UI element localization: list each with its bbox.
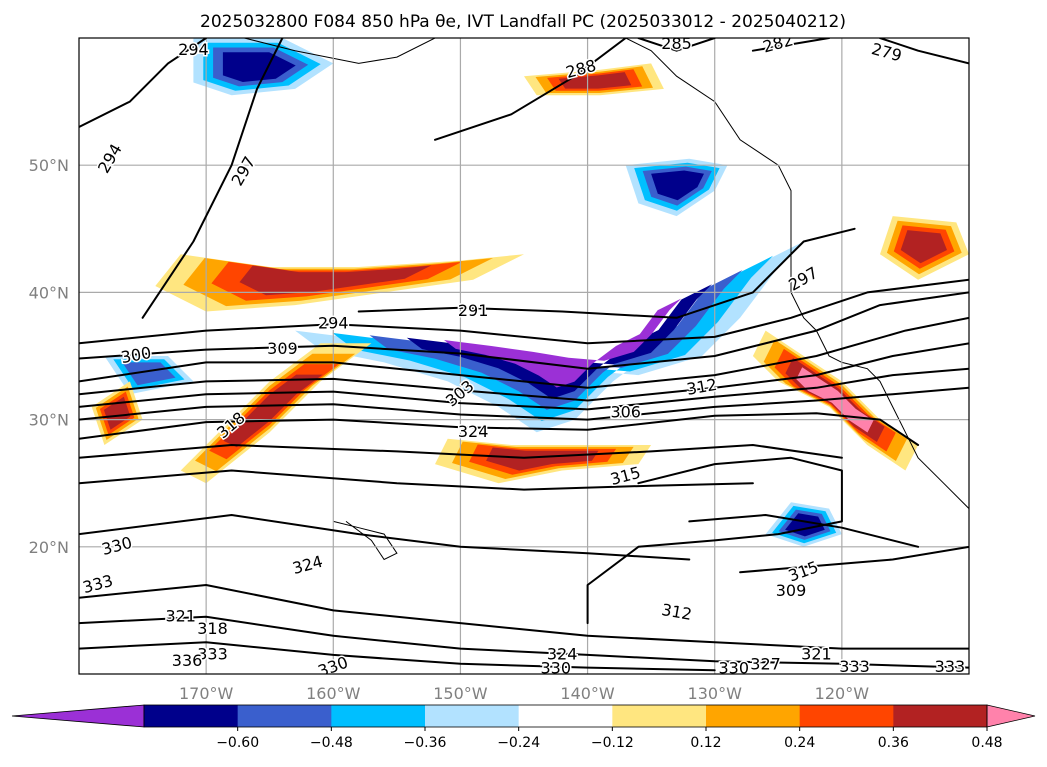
colorbar-tick-label: 0.12 bbox=[690, 735, 721, 751]
pc-area-western-positive-band-40n-level-4 bbox=[239, 265, 432, 296]
latitude-tick-labels: 20°N 30°N 40°N 50°N bbox=[29, 156, 69, 557]
theta-e-contour-300 bbox=[79, 316, 969, 389]
pc-area-bering-positive-patch bbox=[524, 63, 664, 96]
colorbar-swatch bbox=[893, 705, 988, 727]
colorbar-swatch bbox=[331, 705, 426, 727]
theta-e-contour-324 bbox=[79, 514, 691, 561]
theta-e-contour-315 bbox=[739, 545, 969, 574]
lon-tick-label: 150°W bbox=[433, 684, 488, 703]
contour-label: 321 bbox=[165, 606, 196, 625]
coastline-hawaii bbox=[333, 520, 398, 561]
theta-e-contour-309 bbox=[79, 386, 969, 421]
colorbar-extend-max bbox=[986, 704, 1036, 728]
colorbar-swatch bbox=[425, 705, 520, 727]
lon-tick-label: 170°W bbox=[179, 684, 234, 703]
theta-e-contour-312 bbox=[79, 412, 920, 446]
pc-area-western-positive-patch-30n-level-4 bbox=[103, 396, 131, 430]
map-frame bbox=[78, 37, 970, 675]
theta-e-contour-294 bbox=[79, 278, 969, 345]
theta-e-contour-282 bbox=[751, 38, 831, 52]
lon-tick-label: 140°W bbox=[560, 684, 615, 703]
pc-area-west-coast-positive-patch bbox=[880, 216, 969, 280]
colorbar-tick-label: −0.12 bbox=[591, 735, 634, 751]
lon-tick-label: 120°W bbox=[815, 684, 870, 703]
pc-area-central-pacific-negative-band-level-5 bbox=[444, 298, 682, 388]
colorbar-tick-label: −0.60 bbox=[216, 735, 259, 751]
contour-label: 285 bbox=[661, 34, 692, 53]
lat-tick-label: 50°N bbox=[29, 156, 69, 175]
contour-label: 294 bbox=[178, 40, 209, 59]
colorbar-tick-label: 0.48 bbox=[971, 735, 1002, 751]
colorbar-tick-label: −0.48 bbox=[310, 735, 353, 751]
colorbar-tick-label: −0.24 bbox=[497, 735, 540, 751]
lon-tick-label: 160°W bbox=[306, 684, 361, 703]
contour-label: 333 bbox=[197, 644, 228, 663]
pc-area-gulf-alaska-negative-patch bbox=[625, 158, 728, 217]
contour-label: 324 bbox=[547, 644, 578, 663]
contour-label: 333 bbox=[935, 657, 966, 676]
contour-label: 318 bbox=[197, 619, 228, 638]
pc-area-aleutian-negative-patch bbox=[193, 38, 334, 96]
contour-label: 309 bbox=[267, 339, 298, 358]
gridline-layer bbox=[79, 38, 969, 674]
theta-e-contour-303 bbox=[79, 342, 969, 402]
theta-e-contour-330 bbox=[79, 641, 716, 672]
contour-label: 327 bbox=[750, 655, 781, 674]
contour-label: 324 bbox=[458, 422, 489, 441]
theta-e-contour-327 bbox=[79, 615, 969, 669]
colorbar-swatch bbox=[612, 705, 707, 727]
contour-label: 306 bbox=[610, 403, 641, 422]
pc-area-central-positive-streak-25n-level-4 bbox=[486, 447, 599, 471]
contour-label: 291 bbox=[458, 301, 489, 320]
contour-label: 333 bbox=[839, 657, 870, 676]
contour-label: 294 bbox=[318, 314, 349, 333]
pc-area-aleutian-negative-patch-level-4 bbox=[222, 52, 296, 82]
contour-label: 321 bbox=[801, 644, 832, 663]
theta-e-contour-294 bbox=[79, 38, 208, 128]
pc-area-gulf-alaska-negative-patch-level-4 bbox=[651, 170, 704, 201]
colorbar-extend-min bbox=[11, 704, 145, 728]
colorbar-tick-label: −0.36 bbox=[404, 735, 447, 751]
theta-e-contour-291 bbox=[357, 227, 856, 319]
colorbar-tick-label: 0.24 bbox=[784, 735, 815, 751]
theta-e-contour-321 bbox=[79, 584, 969, 650]
contour-label: 330 bbox=[541, 658, 572, 677]
colorbar-swatch bbox=[799, 705, 894, 727]
colorbar: −0.60 −0.48 −0.36 −0.24 −0.12 0.12 0.24 0.36 0.4… bbox=[11, 704, 1036, 751]
theta-e-contour-309 bbox=[688, 514, 920, 548]
lat-tick-label: 30°N bbox=[29, 411, 69, 430]
pc-area-western-positive-band-40n bbox=[155, 254, 525, 312]
theta-e-contour-318 bbox=[79, 469, 754, 491]
contour-label: 336 bbox=[172, 651, 203, 670]
pc-area-central-positive-streak-25n bbox=[435, 438, 652, 484]
pc-area-west-coast-positive-patch-level-4 bbox=[900, 230, 947, 264]
contour-label: 330 bbox=[719, 658, 750, 677]
theta-e-contour-297 bbox=[79, 291, 969, 370]
contour-label: 309 bbox=[776, 581, 807, 600]
colorbar-frame bbox=[143, 704, 988, 728]
longitude-tick-labels: 170°W 160°W 150°W 140°W 130°W 120°W bbox=[179, 684, 869, 703]
theta-e-contour-312 bbox=[586, 456, 843, 625]
theta-e-contour-279 bbox=[879, 38, 969, 65]
theta-e-contour-297 bbox=[141, 38, 284, 319]
theta-e-contour-306 bbox=[79, 367, 969, 411]
theta-e-contour-layer bbox=[79, 38, 969, 672]
pc-area-bering-positive-patch-level-4 bbox=[558, 72, 632, 89]
colorbar-tick-label: 0.36 bbox=[878, 735, 909, 751]
colorbar-swatch bbox=[706, 705, 801, 727]
lat-tick-label: 20°N bbox=[29, 538, 69, 557]
colorbar-swatch bbox=[237, 705, 332, 727]
lat-tick-label: 40°N bbox=[29, 283, 69, 302]
colorbar-swatch bbox=[144, 705, 239, 727]
lon-tick-label: 130°W bbox=[688, 684, 743, 703]
theta-e-contour-285 bbox=[637, 38, 716, 52]
theta-e-contour-315 bbox=[79, 444, 843, 459]
colorbar-swatch bbox=[518, 705, 613, 727]
theta-e-contour-288 bbox=[434, 38, 627, 141]
map-title: 2025032800 F084 850 hPa θe, IVT Landfall… bbox=[200, 12, 846, 32]
